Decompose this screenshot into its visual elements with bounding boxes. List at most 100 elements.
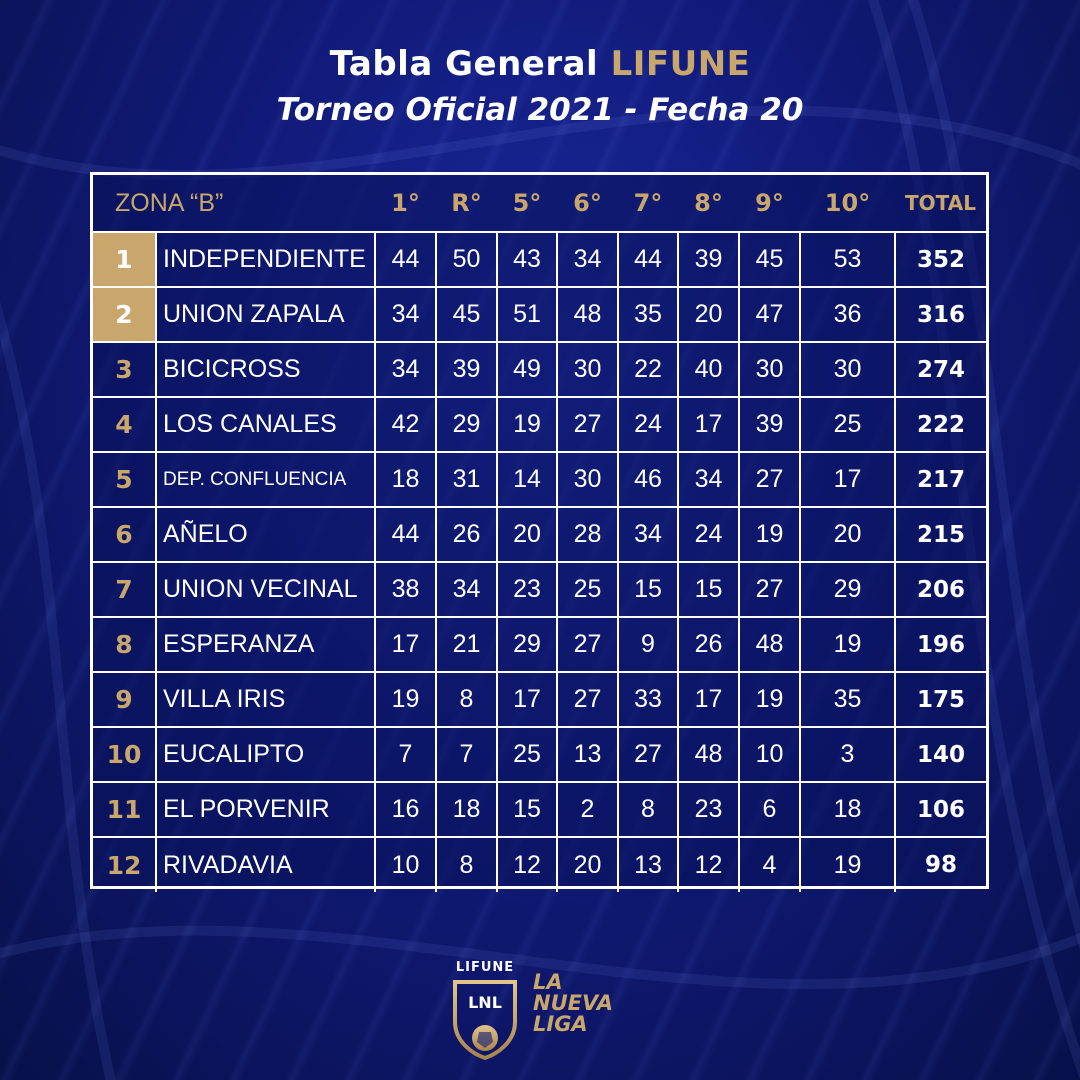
position-cell: 1 [93,231,157,288]
table-row: 9 VILLA IRIS 19 8 17 27 33 17 19 35 175 [93,671,986,728]
table-header-row: ZONA “B” 1° R° 5° 6° 7° 8° 9° 10° TOTAL [93,175,986,232]
score-cell: 51 [496,286,558,343]
score-cell: 30 [556,451,619,508]
score-cell: 27 [738,451,801,508]
score-cell: 44 [374,231,437,288]
team-name-cell: LOS CANALES [155,396,376,453]
score-cell: 39 [677,231,740,288]
column-header: R° [451,189,482,217]
score-cell: 20 [496,506,558,563]
score-cell: 12 [677,836,740,892]
score-cell: 34 [435,561,498,618]
score-cell: 4 [738,836,801,892]
total-cell: 215 [894,506,986,563]
score-cell: 34 [374,341,437,398]
team-name-cell: AÑELO [155,506,376,563]
score-cell: 26 [435,506,498,563]
position-cell: 5 [93,451,157,508]
score-cell: 27 [556,671,619,728]
score-cell: 44 [617,231,679,288]
score-cell: 9 [617,616,679,673]
score-cell: 17 [677,671,740,728]
score-cell: 15 [617,561,679,618]
score-cell: 48 [677,726,740,783]
league-logo: LIFUNE LNL LA NUEVA LIGA [445,960,645,1060]
position-cell: 10 [93,726,157,783]
score-cell: 24 [617,396,679,453]
score-cell: 17 [374,616,437,673]
score-cell: 20 [799,506,896,563]
score-cell: 24 [677,506,740,563]
total-cell: 140 [894,726,986,783]
score-cell: 36 [799,286,896,343]
score-cell: 19 [374,671,437,728]
score-cell: 40 [677,341,740,398]
position-cell: 7 [93,561,157,618]
page-title: Tabla General LIFUNE [0,44,1080,84]
logo-line-3: LIGA [533,1012,588,1036]
table-row: 6 AÑELO 44 26 20 28 34 24 19 20 215 [93,506,986,563]
position-cell: 2 [93,286,157,343]
column-header: 9° [755,189,784,217]
score-cell: 19 [799,616,896,673]
position-cell: 8 [93,616,157,673]
total-cell: 98 [894,836,986,892]
score-cell: 8 [617,781,679,838]
table-row: 1 INDEPENDIENTE 44 50 43 34 44 39 45 53 352 [93,231,986,288]
team-name-cell: DEP. CONFLUENCIA [155,451,376,508]
table-row: 10 EUCALIPTO 7 7 25 13 27 48 10 3 140 [93,726,986,783]
total-cell: 196 [894,616,986,673]
team-name-cell: VILLA IRIS [155,671,376,728]
score-cell: 22 [617,341,679,398]
logo-top-text: LIFUNE [455,960,515,975]
table-row: 4 LOS CANALES 42 29 19 27 24 17 39 25 222 [93,396,986,453]
logo-wordmark: LA NUEVA LIGA [533,972,613,1035]
score-cell: 13 [556,726,619,783]
column-header: 8° [694,189,723,217]
shield-text: LNL [468,993,502,1012]
table-row: 2 UNION ZAPALA 34 45 51 48 35 20 47 36 316 [93,286,986,343]
score-cell: 27 [617,726,679,783]
score-cell: 26 [677,616,740,673]
total-header: TOTAL [905,191,976,215]
table-row: 12 RIVADAVIA 10 8 12 20 13 12 4 19 98 [93,836,986,892]
score-cell: 12 [496,836,558,892]
score-cell: 34 [677,451,740,508]
total-cell: 222 [894,396,986,453]
score-cell: 23 [496,561,558,618]
score-cell: 46 [617,451,679,508]
position-cell: 11 [93,781,157,838]
score-cell: 33 [617,671,679,728]
score-cell: 27 [556,616,619,673]
table-row: 7 UNION VECINAL 38 34 23 25 15 15 27 29 206 [93,561,986,618]
score-cell: 3 [799,726,896,783]
score-cell: 45 [738,231,801,288]
position-cell: 6 [93,506,157,563]
score-cell: 27 [556,396,619,453]
score-cell: 6 [738,781,801,838]
team-name-cell: ESPERANZA [155,616,376,673]
score-cell: 7 [374,726,437,783]
score-cell: 34 [374,286,437,343]
score-cell: 10 [374,836,437,892]
score-cell: 30 [556,341,619,398]
score-cell: 42 [374,396,437,453]
score-cell: 30 [738,341,801,398]
score-cell: 38 [374,561,437,618]
column-header: 7° [633,189,663,217]
score-cell: 19 [738,671,801,728]
header: Tabla General LIFUNE Torneo Oficial 2021… [0,44,1080,128]
score-cell: 13 [617,836,679,892]
score-cell: 19 [738,506,801,563]
score-cell: 34 [556,231,619,288]
score-cell: 48 [738,616,801,673]
score-cell: 50 [435,231,498,288]
score-cell: 2 [556,781,619,838]
standings-table: ZONA “B” 1° R° 5° 6° 7° 8° 9° 10° TOTAL … [90,172,989,892]
score-cell: 48 [556,286,619,343]
total-cell: 316 [894,286,986,343]
total-cell: 106 [894,781,986,838]
total-cell: 217 [894,451,986,508]
table-row: 3 BICICROSS 34 39 49 30 22 40 30 30 274 [93,341,986,398]
score-cell: 49 [496,341,558,398]
